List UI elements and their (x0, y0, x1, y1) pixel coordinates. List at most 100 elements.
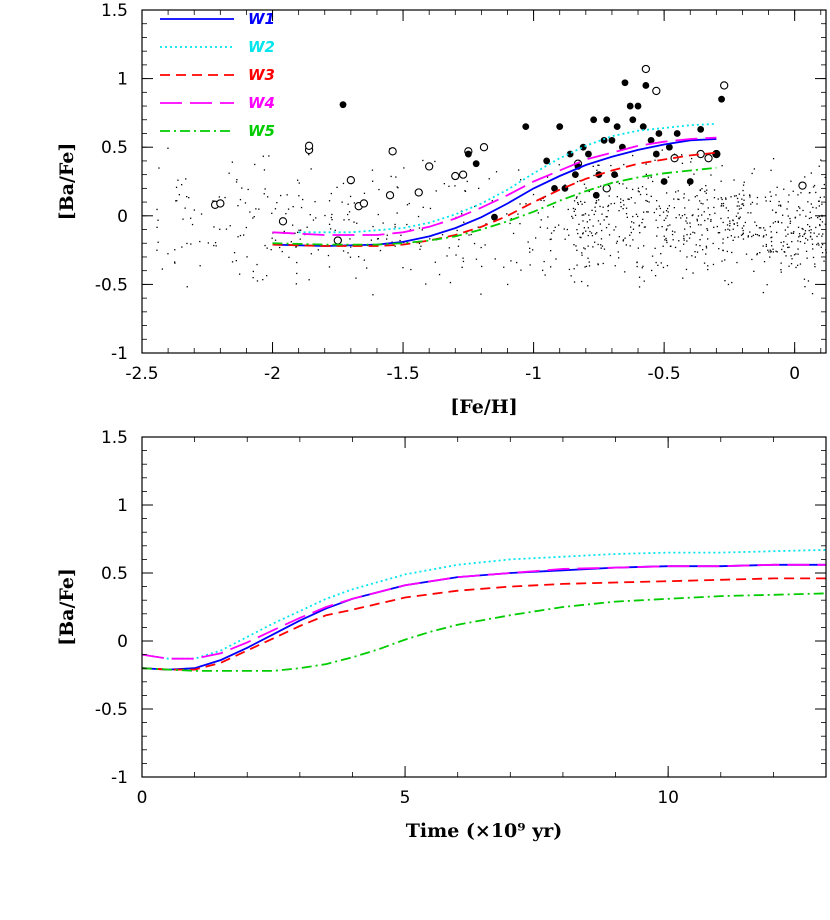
obs-filled-point (639, 123, 647, 131)
field-star-dot (539, 226, 541, 228)
obs-filled-point (712, 150, 720, 158)
field-star-dot (630, 197, 632, 199)
field-star-dot (738, 208, 741, 210)
field-star-dot (191, 223, 194, 226)
field-star-dot (656, 235, 658, 237)
field-star-dot (821, 252, 824, 254)
field-star-dot (644, 226, 646, 228)
field-star-dot (727, 217, 729, 219)
field-star-dot (721, 203, 723, 205)
field-star-dot (696, 220, 698, 222)
field-star-dot (475, 258, 478, 260)
field-star-dot (810, 203, 812, 205)
field-star-dot (330, 192, 332, 195)
field-star-dot (441, 234, 444, 236)
field-star-dot (623, 204, 625, 206)
field-star-dot (632, 228, 635, 230)
obs-filled-point (590, 116, 598, 124)
field-star-dot (686, 222, 688, 224)
field-star-dot (760, 227, 762, 229)
field-star-dot (811, 238, 813, 240)
y-tick-label: 1 (117, 70, 128, 90)
field-star-dot (288, 256, 290, 258)
field-star-dot (254, 163, 256, 166)
field-star-dot (350, 246, 352, 248)
field-star-dot (700, 224, 702, 226)
field-star-dot (750, 203, 752, 205)
field-star-dot (790, 232, 792, 234)
field-star-dot (666, 265, 669, 267)
field-star-dot (656, 200, 658, 202)
plot-frame (141, 9, 827, 354)
field-star-dot (769, 256, 771, 258)
field-star-dot (808, 229, 810, 232)
field-star-dot (347, 213, 349, 216)
field-star-dot (767, 249, 769, 251)
field-star-dot (577, 202, 579, 204)
field-star-dot (410, 268, 412, 271)
field-star-dot (577, 203, 579, 205)
field-star-dot (710, 220, 712, 222)
field-star-dot (537, 212, 539, 214)
field-star-dot (593, 213, 595, 216)
field-star-dot (608, 195, 610, 197)
field-star-dot (731, 281, 733, 284)
field-star-dot (743, 225, 745, 227)
field-star-dot (512, 232, 515, 235)
field-star-dot (807, 201, 809, 203)
field-star-dot (582, 220, 584, 222)
field-star-dot (287, 208, 290, 210)
obs-filled-point (585, 150, 592, 158)
field-star-dot (786, 243, 788, 245)
field-star-dot (727, 283, 730, 286)
field-star-dot (592, 246, 594, 248)
field-star-dot (529, 251, 531, 253)
field-star-dot (568, 234, 570, 236)
field-star-dot (610, 164, 612, 167)
field-star-dot (688, 184, 691, 186)
field-star-dot (802, 235, 804, 237)
field-star-dot (637, 247, 639, 249)
field-star-dot (638, 276, 641, 278)
field-star-dot (328, 200, 331, 202)
panel-top-feh: -2.5 -2 -1.5 -1 -0.5 0 -1 -0.5 0 0.5 1 1.5 W1 W2 W3 W4… (56, 1, 827, 418)
field-star-dot (696, 251, 699, 253)
field-star-dot (580, 200, 582, 203)
field-star-dot (588, 190, 590, 193)
field-star-dot (349, 238, 351, 240)
field-star-dot (377, 238, 379, 240)
field-star-dot (268, 155, 270, 157)
field-star-dot (699, 245, 701, 247)
field-star-dot (328, 266, 331, 268)
obs-filled-point (491, 213, 498, 221)
field-star-dot (181, 184, 183, 186)
field-star-dot (703, 211, 705, 213)
field-star-dot (420, 245, 422, 247)
field-star-dot (788, 194, 790, 196)
field-star-dot (756, 254, 758, 256)
obs-filled-point (686, 178, 694, 185)
field-star-dot (776, 251, 778, 253)
field-star-dot (666, 215, 668, 217)
series-line-w4 (272, 136, 717, 236)
field-star-dot (759, 252, 761, 254)
field-star-dot (669, 224, 671, 226)
field-star-dot (762, 245, 764, 247)
field-star-dot (714, 212, 716, 214)
field-star-dot (798, 236, 800, 238)
y-tick-label: 1 (117, 496, 128, 516)
legend-label-w1: W1 (248, 10, 275, 28)
field-star-dot (457, 245, 460, 247)
field-star-dot (264, 244, 266, 247)
field-star-dot (622, 239, 625, 241)
field-star-dot (371, 169, 374, 171)
field-star-dot (218, 196, 220, 198)
field-star-dot (812, 248, 814, 250)
field-star-dot (625, 207, 628, 209)
field-star-dot (807, 280, 810, 282)
field-star-dot (602, 262, 604, 265)
field-star-dot (550, 238, 552, 240)
field-star-dot (632, 188, 634, 191)
obs-open-point (385, 191, 395, 200)
field-star-dot (770, 195, 772, 197)
